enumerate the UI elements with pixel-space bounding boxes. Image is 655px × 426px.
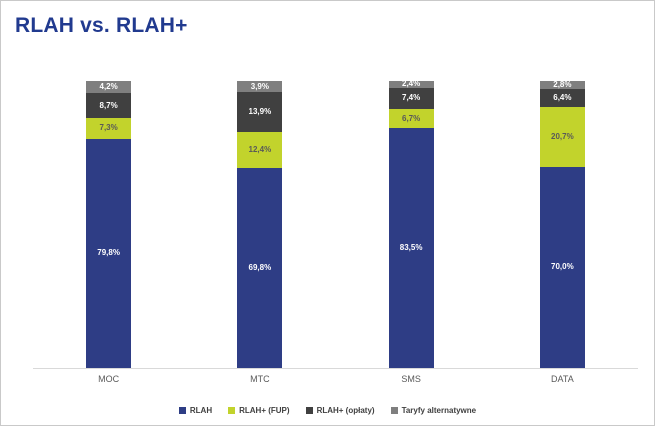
bar-segment: 6,7% [388,109,434,129]
plot-area: 4,2% 8,7% 7,3% 79,8% 3,9% 13,9% 12,4% 69,8% 2,4%… [33,79,638,368]
bars: 4,2% 8,7% 7,3% 79,8% 3,9% 13,9% 12,4% 69,8% 2,4%… [33,79,638,368]
legend-swatch [228,407,236,414]
legend-swatch [390,407,398,414]
x-axis-line [33,368,638,369]
legend-label: RLAH+ (FUP) [239,406,290,415]
legend-item: RLAH+ (FUP) [228,406,290,415]
segment-label: 3,9% [250,81,269,91]
segment-label: 79,8% [97,248,120,258]
segment-label: 7,4% [402,93,421,103]
segment-label: 20,7% [551,132,574,142]
bar-segment: 2,8% [539,80,585,90]
segment-label: 6,4% [553,93,572,103]
bar-column: 2,4% 7,4% 6,7% 83,5% [336,79,487,368]
category-label: MTC [250,374,270,384]
legend-item: Taryfy alternatywne [390,406,477,415]
bar-segment: 12,4% [237,132,283,168]
segment-label: 4,2% [99,82,118,92]
bar-segment: 69,8% [237,167,283,368]
bar-segment: 79,8% [86,138,132,368]
segment-label: 2,8% [553,80,572,90]
bar-segment: 13,9% [237,92,283,133]
bar-segment: 8,7% [86,93,132,119]
segment-label: 12,4% [248,144,272,154]
bar-segment: 7,3% [86,118,132,139]
bar-column: 3,9% 13,9% 12,4% 69,8% [184,81,335,368]
bar-column: 4,2% 8,7% 7,3% 79,8% [33,81,184,368]
legend-label: RLAH+ (opłaty) [316,406,375,415]
segment-label: 69,8% [248,262,272,272]
bar-segment: 83,5% [388,128,434,368]
bar-column: 2,8% 6,4% 20,7% 70,0% [487,81,638,368]
legend: RLAH RLAH+ (FUP) RLAH+ (opłaty) Taryfy alte… [1,406,654,415]
segment-label: 13,9% [248,107,272,117]
segment-label: 70,0% [551,262,574,272]
stacked-bar: 2,4% 7,4% 6,7% 83,5% [388,79,434,368]
stacked-bar: 3,9% 13,9% 12,4% 69,8% [237,81,283,368]
legend-label: Taryfy alternatywne [401,406,477,415]
segment-label: 8,7% [99,100,118,110]
stacked-bar: 4,2% 8,7% 7,3% 79,8% [86,81,132,368]
segment-label: 6,7% [402,113,421,123]
segment-label: 83,5% [399,243,423,253]
bar-segment: 4,2% [86,81,132,94]
bar-segment: 70,0% [539,166,585,368]
category-label: MOC [98,374,120,384]
legend-swatch [178,407,186,414]
legend-item: RLAH+ (opłaty) [305,406,375,415]
bar-segment: 2,4% [388,79,434,89]
legend-label: RLAH [189,406,213,415]
legend-item: RLAH [178,406,213,415]
legend-swatch [305,407,313,414]
category-axis: MOC MTC SMS DATA [33,374,638,384]
stacked-bar: 2,8% 6,4% 20,7% 70,0% [539,80,585,368]
bar-segment: 6,4% [539,89,585,108]
bar-segment: 7,4% [388,87,434,110]
category-label: DATA [551,374,574,384]
chart-title: RLAH vs. RLAH+ [15,14,188,37]
category-label: SMS [401,374,421,384]
bar-segment: 20,7% [539,107,585,167]
segment-label: 2,4% [402,79,421,89]
bar-segment: 3,9% [237,81,283,93]
segment-label: 7,3% [99,123,118,133]
